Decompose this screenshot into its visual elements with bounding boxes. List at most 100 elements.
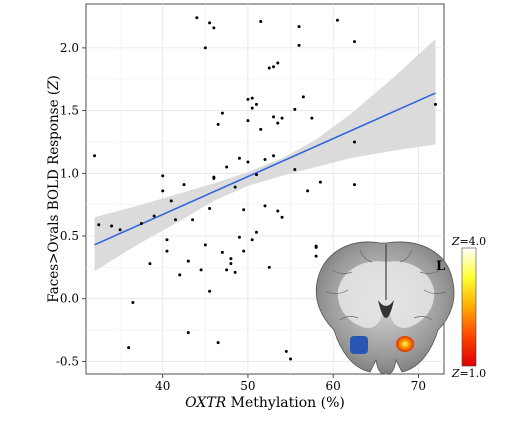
data-point: [220, 250, 224, 254]
x-tick-label: 50: [240, 379, 255, 393]
data-point: [199, 268, 203, 272]
data-point: [353, 140, 356, 144]
y-tick-label: 0.5: [60, 229, 79, 243]
data-point: [208, 206, 212, 210]
data-point: [250, 96, 254, 100]
data-point: [433, 102, 437, 106]
data-point: [233, 185, 237, 189]
colorbar-bottom-label: Z=1.0: [451, 367, 486, 380]
confidence-band: [94, 39, 436, 272]
data-point: [284, 349, 288, 353]
colorbar-top-label-rest: =4.0: [459, 235, 486, 248]
y-tick-label: 1.5: [60, 104, 79, 118]
x-axis-label: OXTR Methylation (%): [185, 395, 345, 411]
data-point: [254, 102, 258, 106]
data-point: [174, 218, 177, 222]
data-point: [127, 346, 131, 350]
x-tick-label: 60: [326, 379, 341, 393]
y-axis-label: Faces>Ovals BOLD Response (Z): [46, 75, 62, 303]
data-point: [195, 16, 199, 20]
data-point: [152, 214, 156, 218]
data-point: [148, 262, 152, 266]
data-point: [314, 254, 318, 258]
data-point: [139, 221, 143, 225]
colorbar-bottom-label-italic: Z: [451, 367, 460, 380]
data-point: [310, 116, 314, 120]
data-point: [259, 20, 263, 24]
data-point: [131, 301, 135, 305]
data-point: [272, 154, 276, 158]
data-point: [301, 95, 305, 99]
data-point: [203, 46, 207, 50]
data-point: [276, 209, 280, 213]
data-point: [276, 61, 280, 65]
left-amygdala-blob: [350, 336, 368, 354]
x-axis-ticks: 40 50 60 70: [155, 374, 426, 393]
data-point: [263, 158, 267, 162]
data-point: [237, 235, 241, 239]
colorbar-top-label: Z=4.0: [451, 235, 486, 248]
y-tick-label: -0.5: [56, 354, 79, 368]
confidence-band-layer: [94, 39, 436, 272]
data-point: [254, 230, 258, 234]
brain-ventricle: [378, 300, 394, 318]
data-point: [165, 238, 169, 242]
data-point: [242, 208, 246, 212]
data-point: [216, 341, 220, 345]
data-point: [208, 289, 212, 293]
colorbar-top-label-italic: Z: [451, 235, 460, 248]
y-tick-label: 1.0: [60, 166, 79, 180]
data-point: [289, 357, 293, 361]
data-point: [225, 165, 229, 169]
data-point: [276, 121, 280, 125]
data-point: [229, 262, 233, 266]
colorbar: [461, 247, 477, 367]
y-tick-label: 2.0: [60, 41, 79, 55]
y-axis-label-post: ): [46, 75, 62, 80]
data-point: [353, 183, 356, 187]
data-point: [161, 189, 165, 193]
x-tick-label: 40: [155, 379, 170, 393]
data-point: [246, 160, 250, 164]
data-point: [259, 127, 263, 131]
data-point: [203, 243, 207, 247]
data-point: [186, 259, 190, 263]
data-point: [250, 238, 254, 242]
data-point: [165, 249, 169, 253]
data-point: [229, 257, 233, 261]
data-point: [225, 268, 229, 272]
data-point: [220, 111, 224, 115]
data-point: [267, 265, 271, 269]
points-layer: [93, 16, 437, 361]
data-point: [161, 174, 165, 178]
colorbar-bottom-label-rest: =1.0: [459, 367, 486, 380]
orientation-label: L: [436, 259, 445, 274]
data-point: [318, 180, 322, 184]
y-axis-ticks: -0.5 0.0 0.5 1.0 1.5 2.0: [56, 41, 86, 368]
data-point: [208, 21, 212, 25]
regression-line: [94, 92, 436, 246]
data-point: [280, 116, 284, 120]
data-point: [242, 249, 246, 253]
data-point: [97, 223, 101, 227]
data-point: [191, 218, 195, 222]
data-point: [186, 331, 190, 335]
data-point: [272, 115, 276, 119]
data-point: [182, 183, 186, 187]
data-point: [246, 97, 250, 101]
x-tick-label: 70: [411, 379, 426, 393]
data-point: [297, 25, 301, 29]
data-point: [216, 122, 220, 126]
data-point: [118, 228, 122, 232]
right-amygdala-blob: [396, 336, 414, 352]
x-axis-label-rest: Methylation (%): [226, 395, 345, 411]
data-point: [297, 43, 301, 47]
data-point: [212, 176, 216, 180]
data-point: [353, 40, 356, 44]
y-axis-label-pre: Faces>Ovals BOLD Response (: [46, 90, 62, 303]
data-point: [335, 18, 339, 22]
brain-sulci: [325, 249, 447, 321]
data-point: [254, 173, 258, 177]
